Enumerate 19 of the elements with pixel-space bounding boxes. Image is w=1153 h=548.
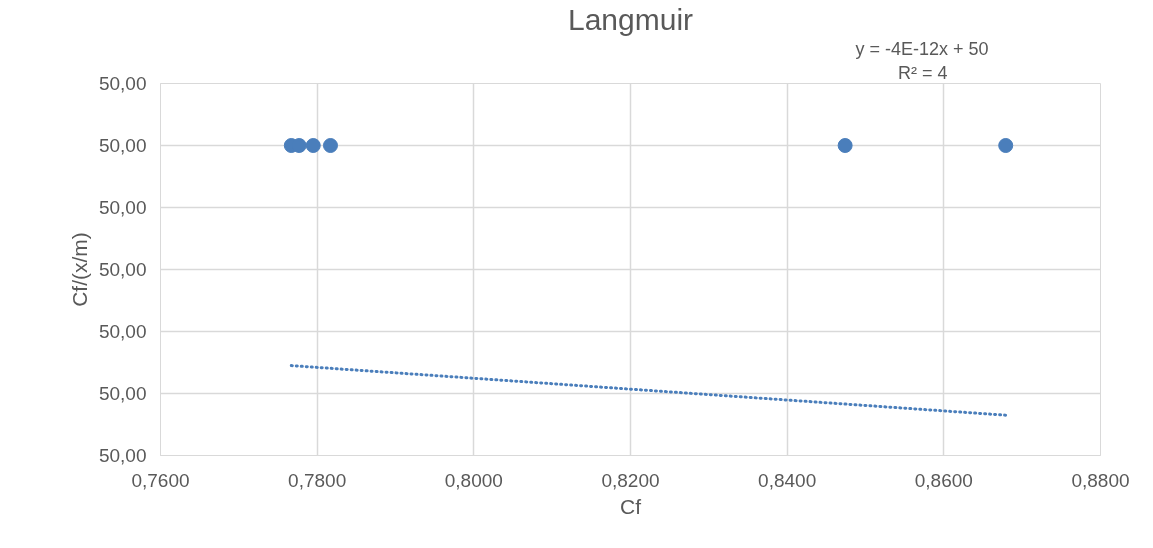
x-tick-label: 0,7600	[131, 469, 190, 491]
text: 50,00	[98, 259, 147, 280]
x-tick-label: 0,8200	[601, 469, 660, 491]
text: 50,00	[98, 135, 147, 156]
x-tick-label: 0,7800	[288, 469, 347, 491]
text: 50,00	[98, 321, 147, 342]
text: 50,00	[98, 383, 147, 404]
chart-title: Langmuir	[567, 2, 694, 36]
text: 50,00	[98, 445, 147, 466]
text: 50,00	[98, 197, 147, 218]
text: y = -4E-12x + 50	[855, 38, 989, 59]
text: R² = 4	[897, 62, 948, 83]
x-axis-title: Cf	[620, 494, 642, 518]
x-tick-label: 0,8000	[444, 469, 503, 491]
text: 50,00	[98, 73, 147, 94]
x-tick-label: 0,8600	[914, 469, 973, 491]
y-axis-title: Cf/(x/m)	[67, 232, 91, 307]
x-tick-label: 0,8800	[1071, 469, 1130, 491]
x-tick-label: 0,8400	[758, 469, 817, 491]
